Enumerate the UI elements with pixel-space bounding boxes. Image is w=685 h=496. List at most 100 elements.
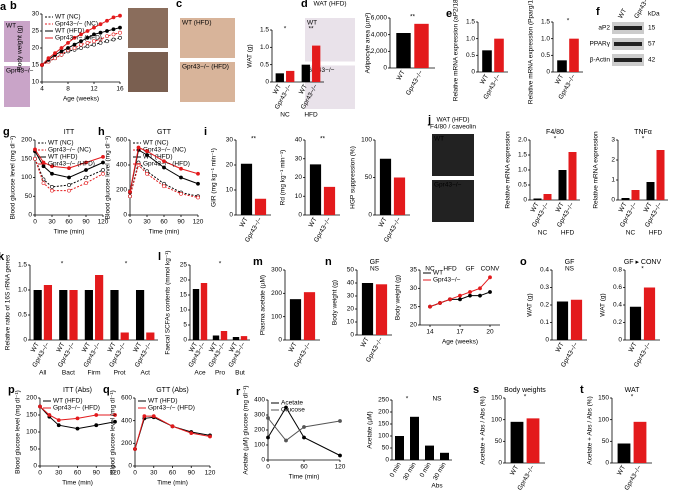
legend-label: Acetate (281, 400, 303, 407)
group-label: HFD (561, 230, 575, 237)
y-tick-label: 1.5 (466, 19, 475, 26)
legend-label: Gpr43−/− (NC) (143, 147, 186, 154)
y-tick-label: 0 (23, 337, 27, 344)
y-axis-label: Relative mRNA expression (505, 131, 512, 209)
series-line (267, 406, 341, 456)
x-tick-label: 90 (188, 470, 196, 477)
point (85, 44, 90, 49)
image (180, 18, 235, 58)
group-label: NC (626, 230, 636, 237)
image (432, 134, 474, 176)
panel-letter: n (325, 256, 332, 268)
y-tick-label: 20 (180, 277, 188, 284)
bar (557, 60, 567, 72)
annotation: ** (410, 14, 416, 21)
y-axis-label: Relative mRNA expression (aP2/18S) (453, 0, 460, 101)
y-tick-label: 1.0 (541, 35, 550, 42)
bar (375, 284, 388, 335)
y-tick-label: 25 (32, 28, 40, 35)
y-tick-label: 0.4 (540, 267, 549, 274)
point (162, 159, 166, 164)
point (284, 438, 288, 443)
series-line (39, 406, 115, 421)
point (84, 175, 88, 180)
group-label: All (39, 370, 47, 377)
bar (212, 335, 220, 340)
chart-title: ITT (Abs) (63, 387, 92, 394)
point (105, 29, 109, 33)
bar (556, 301, 569, 340)
point (101, 168, 105, 172)
image-label: WT (307, 20, 317, 27)
bar-label: WT (555, 201, 566, 213)
y-tick-label: 200 (26, 395, 37, 402)
point (67, 188, 71, 193)
bar (440, 452, 449, 460)
y-tick-label: 0 (33, 463, 37, 470)
band-name: β-Actin (590, 57, 611, 64)
x-tick-label: 30 (143, 219, 151, 226)
y-tick-label: 0 (278, 337, 282, 344)
image (432, 180, 474, 222)
point (94, 413, 99, 417)
bar-label: Gpr43−/− (405, 69, 425, 96)
y-tick-label: 300 (271, 267, 282, 274)
y-tick-label: 50 (347, 267, 355, 274)
point (41, 181, 46, 186)
y-tick-label: 200 (271, 290, 282, 297)
point (145, 153, 149, 157)
y-tick-label: 0 (611, 197, 615, 204)
y-axis-label: Acetate + Abs / Abs (%) (587, 396, 594, 464)
y-axis-label: Rd (mg kg⁻¹ min⁻¹) (280, 150, 287, 206)
bar (309, 164, 322, 215)
series-line (129, 161, 199, 197)
point (128, 189, 132, 194)
point (448, 297, 452, 302)
panel-letter: q (103, 384, 110, 396)
y-tick-label: 10 (347, 319, 355, 326)
image-subtitle: F4/80 / caveolin (430, 124, 476, 131)
x-tick-label: 60 (160, 219, 168, 226)
image (4, 66, 30, 107)
x-tick-label: 8 (66, 86, 70, 93)
group-label: Prot (114, 370, 126, 377)
series-line (34, 158, 104, 192)
x-tick-label: 30 (48, 219, 56, 226)
point (111, 37, 116, 42)
image-title: WAT (HFD) (436, 117, 469, 124)
point (92, 32, 96, 37)
bar (629, 306, 642, 340)
bar-label: WT (396, 69, 407, 81)
x-tick-label: 120 (98, 219, 109, 226)
point (196, 195, 200, 200)
bar (395, 436, 404, 460)
y-axis-label: Relative ratio of 16S rRNA genes (5, 254, 12, 350)
point (59, 52, 64, 57)
y-tick-label: 0 (229, 212, 233, 219)
point (189, 431, 194, 436)
bar (379, 158, 392, 215)
band-size: 42 (648, 57, 656, 64)
y-tick-label: 200 (121, 440, 132, 447)
legend-label: WT (HFD) (55, 28, 84, 35)
y-tick-label: 400 (121, 417, 132, 424)
series-line (129, 164, 199, 198)
bar (533, 198, 542, 200)
point (136, 145, 141, 150)
y-tick-label: 0 (183, 337, 187, 344)
annotation: * (631, 394, 634, 401)
y-axis-label: WAT (g) (247, 44, 254, 67)
group-label: Pro (215, 370, 226, 377)
y-tick-label: 0 (350, 332, 354, 339)
y-tick-label: 25 (410, 303, 418, 310)
x-tick-label: 16 (116, 86, 124, 93)
point (67, 166, 71, 171)
annotation: * (642, 136, 645, 143)
bar-label: WT (479, 73, 490, 85)
image-label: Gpr43−/− (HFD) (182, 64, 229, 71)
bar (656, 150, 665, 200)
panel-letter: a (0, 1, 7, 13)
point (56, 418, 61, 423)
y-tick-label: 200 (378, 409, 389, 416)
